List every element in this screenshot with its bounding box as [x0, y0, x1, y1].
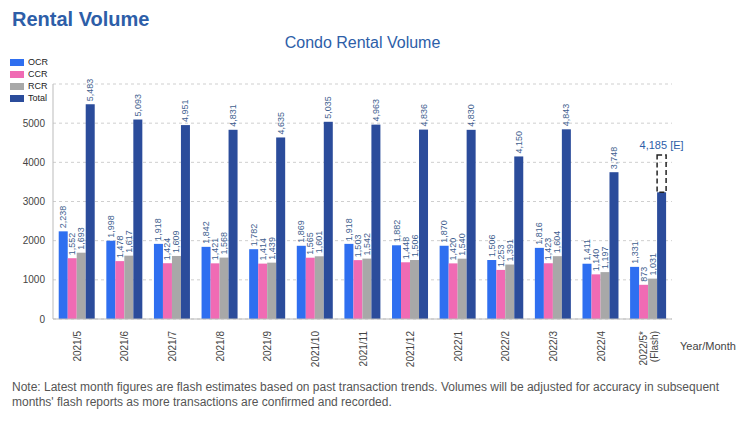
svg-text:3,748: 3,748 — [609, 147, 619, 170]
svg-text:1,448: 1,448 — [400, 236, 411, 260]
svg-text:1,423: 1,423 — [543, 237, 554, 261]
svg-text:1,031: 1,031 — [648, 253, 658, 276]
svg-text:5,093: 5,093 — [133, 94, 143, 117]
svg-text:4,836: 4,836 — [419, 104, 429, 127]
svg-text:1,552: 1,552 — [67, 232, 78, 256]
html-text:RCR: RCR — [28, 81, 48, 91]
svg-text:2021/8: 2021/8 — [214, 331, 225, 362]
svg-text:1,420: 1,420 — [448, 237, 459, 261]
html-text:Condo Rental Volume: Condo Rental Volume — [284, 34, 441, 51]
svg-text:4,150: 4,150 — [514, 131, 524, 154]
svg-text:1,604: 1,604 — [552, 231, 562, 254]
svg-text:5,035: 5,035 — [323, 96, 333, 119]
svg-text:1,918: 1,918 — [343, 218, 354, 241]
svg-text:1,617: 1,617 — [124, 230, 134, 253]
svg-text:2022/5*(Flash): 2022/5*(Flash) — [637, 331, 659, 366]
svg-text:3000: 3000 — [23, 196, 46, 207]
svg-text:2021/6: 2021/6 — [119, 331, 130, 362]
svg-text:2022/2: 2022/2 — [500, 331, 511, 362]
svg-text:1,391: 1,391 — [505, 239, 515, 262]
svg-text:2021/7: 2021/7 — [167, 331, 178, 362]
svg-text:1,842: 1,842 — [201, 221, 212, 244]
svg-text:4,830: 4,830 — [466, 104, 476, 127]
html-text:Note: Latest month figures are: Note: Latest month figures are flash est… — [12, 380, 720, 409]
svg-text:1,506: 1,506 — [410, 234, 420, 257]
svg-text:1,506: 1,506 — [486, 234, 497, 257]
svg-text:1,869: 1,869 — [296, 220, 307, 243]
svg-text:1,870: 1,870 — [439, 220, 450, 243]
svg-text:1,439: 1,439 — [267, 237, 277, 260]
svg-text:1,568: 1,568 — [219, 232, 229, 255]
svg-text:2022/1: 2022/1 — [452, 331, 463, 362]
svg-text:2022/3: 2022/3 — [547, 331, 558, 362]
svg-text:1,609: 1,609 — [171, 230, 181, 253]
svg-text:Year/Month: Year/Month — [680, 340, 736, 352]
svg-text:1,542: 1,542 — [362, 233, 372, 256]
svg-text:1,140: 1,140 — [591, 248, 601, 272]
svg-text:1,414: 1,414 — [257, 238, 268, 261]
svg-text:1,540: 1,540 — [457, 233, 467, 256]
svg-text:2021/12: 2021/12 — [405, 331, 416, 368]
svg-text:1,411: 1,411 — [582, 238, 592, 261]
svg-text:1,503: 1,503 — [352, 234, 363, 258]
svg-text:5,483: 5,483 — [85, 79, 95, 102]
html-text:CCR: CCR — [28, 69, 48, 79]
svg-text:1000: 1000 — [23, 274, 46, 285]
svg-text:1,421: 1,421 — [210, 237, 221, 261]
svg-text:2021/5: 2021/5 — [71, 331, 82, 362]
svg-text:1,565: 1,565 — [305, 232, 316, 255]
svg-text:1,253: 1,253 — [495, 244, 506, 267]
svg-text:1,424: 1,424 — [162, 237, 173, 261]
svg-text:1,782: 1,782 — [248, 223, 259, 247]
svg-text:0: 0 — [39, 314, 45, 325]
svg-text:1,816: 1,816 — [534, 222, 545, 245]
svg-text:1,998: 1,998 — [106, 215, 116, 238]
svg-text:4,843: 4,843 — [561, 104, 571, 127]
svg-text:1,601: 1,601 — [314, 231, 324, 254]
svg-text:1,882: 1,882 — [391, 219, 402, 243]
svg-text:4,951: 4,951 — [180, 100, 190, 123]
svg-text:2021/9: 2021/9 — [262, 331, 273, 362]
svg-text:1,331: 1,331 — [630, 241, 640, 264]
html-text:Total: Total — [28, 93, 47, 103]
svg-text:2000: 2000 — [23, 235, 46, 246]
svg-text:5000: 5000 — [23, 118, 46, 129]
svg-text:2022/4: 2022/4 — [595, 331, 606, 362]
html-text:OCR: OCR — [28, 57, 48, 67]
svg-text:1,197: 1,197 — [600, 247, 610, 270]
svg-text:2021/11: 2021/11 — [357, 331, 368, 367]
svg-text:4,635: 4,635 — [276, 112, 286, 135]
svg-text:1,693: 1,693 — [76, 227, 86, 250]
svg-text:2,238: 2,238 — [58, 206, 68, 229]
svg-text:1,918: 1,918 — [153, 218, 163, 241]
svg-text:4,963: 4,963 — [371, 99, 381, 122]
svg-text:1,478: 1,478 — [114, 235, 125, 259]
svg-text:2021/10: 2021/10 — [309, 331, 320, 368]
svg-text:4000: 4000 — [23, 157, 46, 168]
svg-text:4,185 [E]: 4,185 [E] — [640, 139, 684, 151]
svg-text:4,831: 4,831 — [228, 104, 238, 127]
html-text:Rental Volume: Rental Volume — [12, 8, 150, 30]
svg-text:873: 873 — [638, 266, 649, 282]
